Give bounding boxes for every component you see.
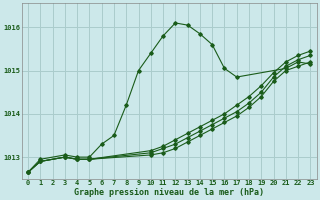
X-axis label: Graphe pression niveau de la mer (hPa): Graphe pression niveau de la mer (hPa) xyxy=(74,188,264,197)
